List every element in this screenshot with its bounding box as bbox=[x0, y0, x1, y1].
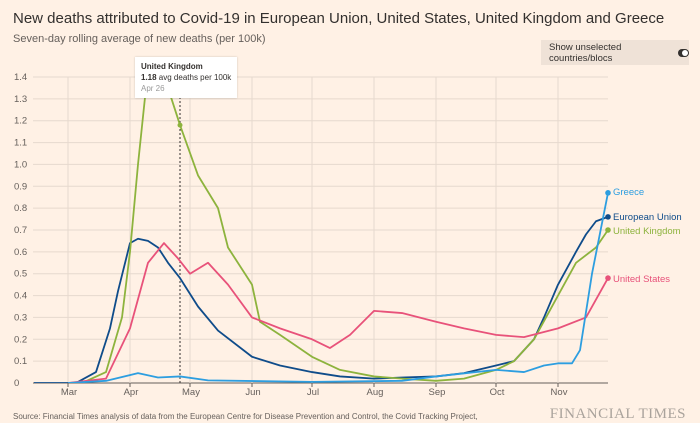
series-end-marker bbox=[605, 214, 611, 220]
y-tick-label: 0.3 bbox=[14, 312, 27, 323]
y-tick-label: 1.4 bbox=[14, 72, 27, 83]
y-tick-label: 0.7 bbox=[14, 225, 27, 236]
x-tick-label: Mar bbox=[61, 387, 77, 398]
x-tick-label: Nov bbox=[551, 387, 568, 398]
x-tick-label: Apr bbox=[124, 387, 139, 398]
x-tick-label: Sep bbox=[429, 387, 446, 398]
series-line-united-kingdom bbox=[81, 67, 609, 383]
y-tick-label: 0.6 bbox=[14, 247, 27, 258]
series-line-greece bbox=[67, 192, 609, 383]
y-tick-label: 1.1 bbox=[14, 138, 27, 149]
series-label: Greece bbox=[613, 187, 644, 198]
chart-subtitle: Seven-day rolling average of new deaths … bbox=[13, 33, 266, 45]
tooltip-country: United Kingdom bbox=[141, 62, 203, 71]
x-tick-label: Jun bbox=[245, 387, 260, 398]
tooltip: United Kingdom 1.18 avg deaths per 100k Ap… bbox=[135, 57, 238, 98]
y-tick-label: 0.5 bbox=[14, 269, 27, 280]
tooltip-marker bbox=[177, 122, 183, 128]
tooltip-unit: avg deaths per 100k bbox=[156, 73, 232, 82]
series-label: United States bbox=[613, 274, 670, 285]
series-group bbox=[34, 216, 609, 383]
x-tick-label: May bbox=[182, 387, 200, 398]
y-tick-label: 1.0 bbox=[14, 159, 27, 170]
ft-logo: FINANCIAL TIMES bbox=[549, 406, 686, 422]
toggle-label: Show unselected countries/blocs bbox=[549, 41, 622, 64]
y-tick-label: 1.3 bbox=[14, 94, 27, 105]
series-end-marker bbox=[605, 190, 611, 196]
y-tick-label: 0.9 bbox=[14, 181, 27, 192]
y-tick-label: 0.1 bbox=[14, 356, 27, 367]
series-line-united-states bbox=[67, 242, 609, 383]
series-end-marker bbox=[605, 275, 611, 281]
y-tick-label: 0.2 bbox=[14, 334, 27, 345]
tooltip-date: Apr 26 bbox=[141, 84, 165, 93]
y-tick-label: 0.8 bbox=[14, 203, 27, 214]
toggle-switch-icon[interactable] bbox=[678, 48, 689, 57]
source-note: Source: Financial Times analysis of data… bbox=[13, 412, 478, 421]
x-tick-label: Jul bbox=[307, 387, 319, 398]
chart-title: New deaths attributed to Covid-19 in Eur… bbox=[13, 10, 665, 27]
series-end-marker bbox=[605, 227, 611, 233]
y-tick-label: 0 bbox=[14, 378, 19, 389]
series-group bbox=[67, 242, 609, 383]
y-tick-label: 1.2 bbox=[14, 116, 27, 127]
x-tick-label: Aug bbox=[367, 387, 384, 398]
series-label: United Kingdom bbox=[613, 226, 681, 237]
series-label: European Union bbox=[613, 212, 682, 223]
show-unselected-toggle[interactable]: Show unselected countries/blocs bbox=[541, 40, 689, 65]
y-tick-label: 0.4 bbox=[14, 291, 27, 302]
series-group bbox=[67, 192, 609, 383]
x-tick-label: Oct bbox=[490, 387, 505, 398]
series-line-european-union bbox=[34, 216, 609, 383]
series-group bbox=[81, 67, 609, 383]
tooltip-value: 1.18 bbox=[141, 73, 157, 82]
